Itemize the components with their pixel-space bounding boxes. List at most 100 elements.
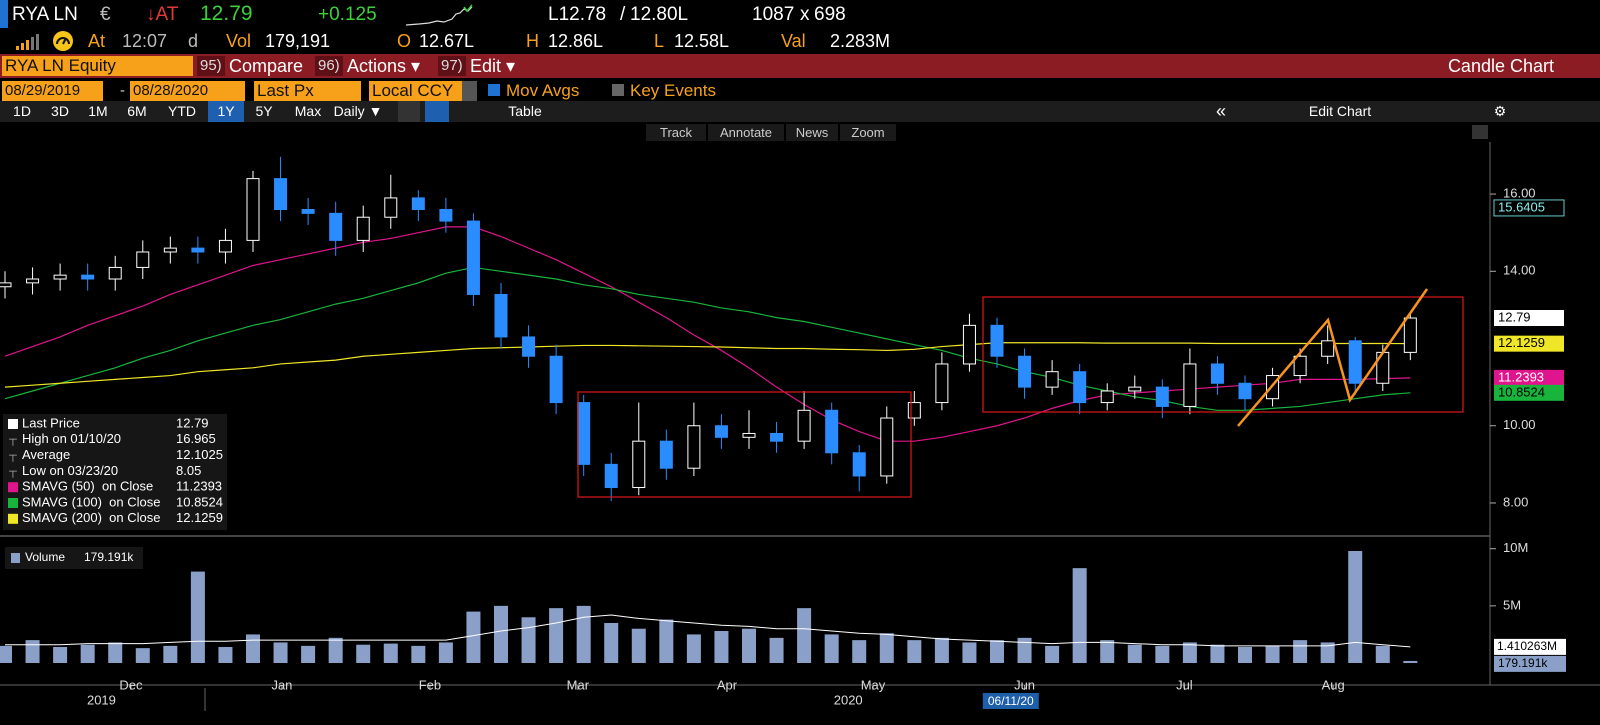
candle-body xyxy=(1045,371,1059,388)
candle-body xyxy=(935,363,949,404)
open: 12.67L xyxy=(419,31,475,51)
frequency[interactable]: Daily ▼ xyxy=(333,103,383,119)
volume-bar xyxy=(246,634,260,663)
period-btn[interactable]: 5Y xyxy=(255,103,273,119)
field[interactable]: Last Px xyxy=(254,81,361,101)
h-label: H xyxy=(526,31,539,51)
x-tick-label: Dec xyxy=(119,677,143,692)
moving-average xyxy=(4,266,1411,411)
volume-bar xyxy=(714,631,729,663)
annotation-box[interactable] xyxy=(982,296,1464,413)
volume-bar xyxy=(659,619,674,663)
candle-body xyxy=(53,274,67,280)
command-label[interactable]: Compare xyxy=(229,56,304,76)
period-btn[interactable]: 1D xyxy=(13,103,31,119)
volume-bar xyxy=(852,640,867,663)
candle-body xyxy=(1073,371,1087,404)
legend-value: 8.05 xyxy=(176,463,201,478)
legend-label: Volume xyxy=(25,550,65,564)
x-tick-label: Jan xyxy=(271,677,292,692)
chart-tool[interactable]: Track xyxy=(646,124,706,141)
period-btn[interactable]: 1Y xyxy=(208,101,244,122)
candle-btn[interactable] xyxy=(425,101,449,122)
scroll-btn[interactable] xyxy=(1472,125,1488,139)
volume-bar xyxy=(1348,551,1363,663)
candle-body xyxy=(494,293,508,338)
start-date[interactable]: 08/29/2019 xyxy=(2,81,103,101)
chart-tool[interactable]: News xyxy=(786,124,838,141)
period-btn[interactable]: 6M xyxy=(127,103,147,119)
period-btn[interactable]: YTD xyxy=(168,103,196,119)
y-tick-label: 5M xyxy=(1503,597,1521,612)
edit-chart[interactable]: Edit Chart xyxy=(1308,103,1372,119)
settings-gear[interactable]: ⚙ xyxy=(1493,103,1507,119)
volume-bar xyxy=(934,637,949,663)
candle-body xyxy=(1238,382,1252,400)
value-tag xyxy=(1494,335,1564,352)
candle-body xyxy=(26,278,40,284)
last: 12.79 xyxy=(200,2,253,25)
ticker: RYA LN xyxy=(12,4,78,25)
x-tick-label: Feb xyxy=(419,677,441,692)
candle-body xyxy=(990,324,1004,357)
volume-bar xyxy=(1155,645,1170,663)
legend-swatch xyxy=(8,482,18,493)
currency-field[interactable]: Local CCY xyxy=(369,81,462,101)
sparkline xyxy=(405,4,473,26)
command-num[interactable]: 95) xyxy=(197,56,225,76)
candle-body xyxy=(1128,386,1142,392)
collapse[interactable]: « xyxy=(1215,101,1226,121)
command-num[interactable]: 96) xyxy=(315,56,343,76)
candle-body xyxy=(108,266,122,280)
table[interactable]: Table xyxy=(508,103,542,119)
trend-lines[interactable] xyxy=(1237,288,1429,427)
candle-body xyxy=(549,355,563,404)
dropdown[interactable] xyxy=(462,81,477,101)
candle-body xyxy=(439,209,453,222)
bid: L12.78 xyxy=(548,4,607,25)
volume-bar xyxy=(1210,644,1225,663)
period-btn[interactable]: 3D xyxy=(51,103,69,119)
checkbox[interactable] xyxy=(488,84,500,96)
command-bar xyxy=(0,54,1600,78)
volume-bar xyxy=(1403,660,1418,663)
volume-bar xyxy=(80,644,95,663)
value-tag-label: 15.6405 xyxy=(1498,199,1545,214)
x-tick-label: Apr xyxy=(717,677,738,692)
volume-bar xyxy=(962,642,977,663)
annotation-box[interactable] xyxy=(577,391,912,498)
volume-bar xyxy=(604,623,619,663)
candle-body xyxy=(246,178,260,241)
volume-bar xyxy=(1072,568,1087,663)
command-label[interactable]: Edit ▾ xyxy=(470,56,516,76)
candle-body xyxy=(1293,355,1307,377)
command-label[interactable]: Actions ▾ xyxy=(347,56,421,76)
period-btn[interactable]: 1M xyxy=(88,103,108,119)
key-events[interactable]: Key Events xyxy=(630,81,716,100)
candle-body xyxy=(907,402,921,419)
checkbox[interactable] xyxy=(612,84,624,96)
at: At xyxy=(88,31,106,51)
command-num[interactable]: 97) xyxy=(438,56,466,76)
period-btn[interactable]: Max xyxy=(294,103,322,119)
mov-avgs[interactable]: Mov Avgs xyxy=(506,81,580,100)
security-field[interactable]: RYA LN Equity xyxy=(2,56,193,76)
candle-body xyxy=(770,432,784,442)
line-btn[interactable] xyxy=(398,101,420,122)
volume-bar xyxy=(301,645,316,663)
volume-bar xyxy=(328,637,343,663)
candle-body xyxy=(384,197,398,218)
legend-value: 12.1025 xyxy=(176,447,223,462)
chart-tool[interactable]: Annotate xyxy=(708,124,784,141)
value-tag xyxy=(1494,638,1566,655)
legend-label: SMAVG (200) on Close xyxy=(22,510,160,525)
candle-body xyxy=(797,409,811,442)
volume-bar xyxy=(879,633,894,663)
candle-body xyxy=(852,452,866,477)
value-tag-label: 1.410263M xyxy=(1497,639,1557,653)
vol: 179,191 xyxy=(265,31,331,51)
end-date[interactable]: 08/28/2020 xyxy=(130,81,245,101)
candle-body xyxy=(522,336,536,357)
chart-tool[interactable]: Zoom xyxy=(840,124,896,141)
moving-average xyxy=(4,342,1411,388)
